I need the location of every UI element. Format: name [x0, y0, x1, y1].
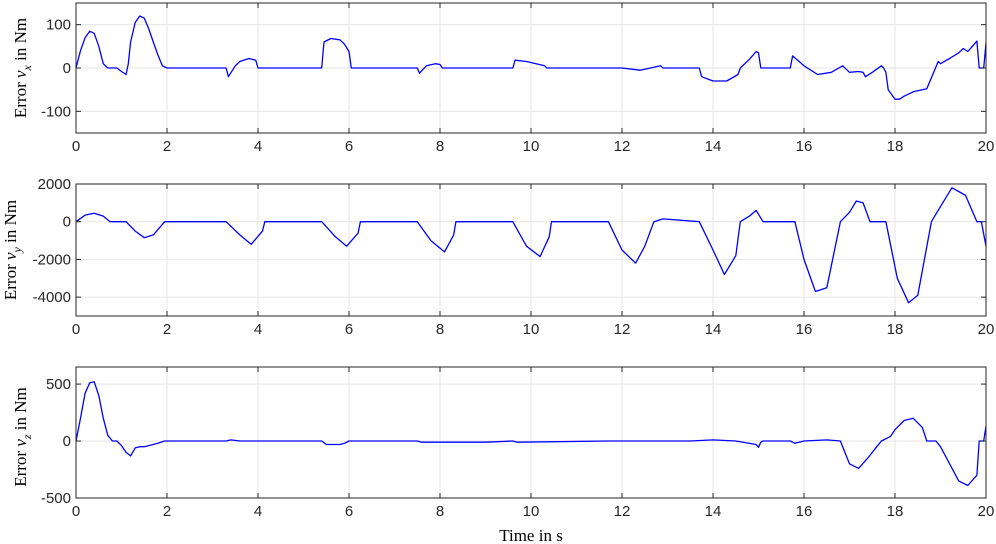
y-tick-label-3-2: 500: [46, 376, 71, 393]
ylabel-1: Error νx in Nm: [11, 18, 34, 118]
x-tick-label-2-10: 20: [978, 321, 995, 338]
ylabel-3-symbol: ν: [11, 439, 30, 447]
x-axis-label: Time in s: [499, 526, 563, 544]
series-line-2-0: [75, 187, 987, 304]
x-tick-label-3-7: 14: [705, 503, 722, 520]
ylabel-2-symbol: ν: [1, 252, 20, 260]
x-tick-label-2-3: 6: [345, 321, 353, 338]
x-tick-label-1-9: 18: [887, 138, 904, 155]
y-tick-label-1-0: -100: [41, 103, 71, 120]
x-tick-label-3-6: 12: [614, 503, 631, 520]
x-tick-label-1-8: 16: [796, 138, 813, 155]
x-tick-label-1-0: 0: [72, 138, 80, 155]
x-tick-label-2-1: 2: [163, 321, 171, 338]
ylabel-2: Error νy in Nm: [1, 200, 24, 300]
x-tick-label-3-9: 18: [887, 503, 904, 520]
x-tick-label-3-8: 16: [796, 503, 813, 520]
y-tick-label-1-2: 100: [46, 17, 71, 34]
x-tick-label-1-7: 14: [705, 138, 722, 155]
x-tick-label-3-4: 8: [436, 503, 444, 520]
x-tick-label-2-9: 18: [887, 321, 904, 338]
x-tick-label-1-10: 20: [978, 138, 995, 155]
x-tick-label-3-5: 10: [523, 503, 540, 520]
ylabel-2-subscript: y: [10, 246, 24, 253]
x-tick-label-2-7: 14: [705, 321, 722, 338]
x-tick-label-1-4: 8: [436, 138, 444, 155]
y-tick-label-1-1: 0: [63, 60, 71, 77]
x-tick-label-2-4: 8: [436, 321, 444, 338]
y-tick-label-3-0: -500: [41, 490, 71, 507]
x-tick-label-1-2: 4: [254, 138, 262, 155]
subplot-1: Error νx in Nm 0 2 4 6 8 10 12 14 16 18 20 -100 0 100: [11, 2, 995, 155]
y-tick-label-2-0: -4000: [33, 289, 71, 306]
x-tick-label-1-1: 2: [163, 138, 171, 155]
x-tick-label-2-8: 16: [796, 321, 813, 338]
x-tick-label-3-1: 2: [163, 503, 171, 520]
subplot-2: Error νy in Nm 0 2 4 6 8 10 12 14 16 18 20 -4000 -20…: [1, 176, 994, 338]
x-tick-label-2-2: 4: [254, 321, 262, 338]
x-tick-label-3-2: 4: [254, 503, 262, 520]
ylabel-1-subscript: x: [20, 64, 34, 71]
x-tick-label-2-5: 10: [523, 321, 540, 338]
x-tick-label-2-0: 0: [72, 321, 80, 338]
x-tick-label-1-3: 6: [345, 138, 353, 155]
y-tick-label-2-3: 2000: [38, 176, 71, 193]
ylabel-1-symbol: ν: [11, 70, 30, 78]
series-line-1-0: [75, 15, 987, 100]
x-tick-label-3-10: 20: [978, 503, 995, 520]
x-tick-label-3-3: 6: [345, 503, 353, 520]
x-tick-label-1-5: 10: [523, 138, 540, 155]
y-tick-label-3-1: 0: [63, 433, 71, 450]
x-tick-label-2-6: 12: [614, 321, 631, 338]
series-line-3-0: [75, 381, 987, 487]
y-tick-label-2-2: 0: [63, 214, 71, 231]
x-tick-label-3-0: 0: [72, 503, 80, 520]
x-tick-label-1-6: 12: [614, 138, 631, 155]
ylabel-3-subscript: z: [20, 434, 34, 440]
y-tick-label-2-1: -2000: [33, 251, 71, 268]
ylabel-3: Error νz in Nm: [11, 387, 34, 487]
